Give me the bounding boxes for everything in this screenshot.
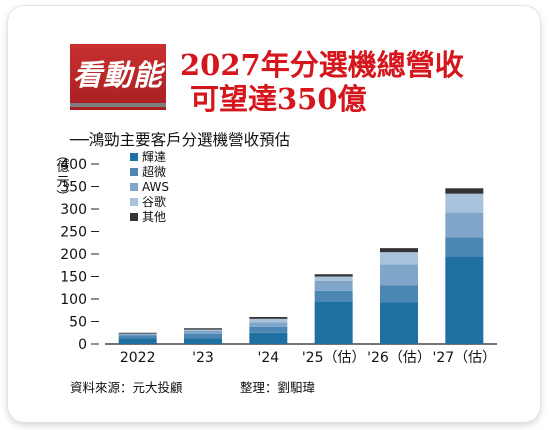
y-tick-label: 150: [60, 270, 87, 286]
bar-segment-4-3: [380, 252, 418, 265]
y-tick-label: 100: [60, 292, 87, 308]
bar-segment-5-1: [445, 237, 484, 257]
bar-segment-4-1: [380, 285, 418, 303]
bar-segment-1-1: [184, 333, 222, 339]
bar-segment-0-1: [118, 335, 157, 339]
bar-segment-0-4: [118, 332, 157, 334]
badge: 看動能: [70, 44, 166, 110]
y-tick-label: 300: [60, 202, 87, 218]
x-tick-label: '27（估）: [432, 350, 496, 366]
badge-underline: [70, 103, 166, 107]
bar-segment-0-2: [118, 334, 157, 336]
bar-segment-3-3: [314, 276, 353, 281]
y-tick-label: 350: [60, 180, 87, 196]
y-unit-label-char: ）: [54, 189, 69, 202]
legend-swatch-0: [130, 153, 138, 161]
headline: 2027年分選機總營收 可望達350億: [180, 48, 464, 116]
legend-label-1: 超微: [142, 164, 166, 179]
bar-segment-4-0: [380, 302, 418, 344]
bar-segment-2-0: [249, 332, 288, 344]
bar-segment-1-0: [184, 338, 222, 344]
legend-label-0: 輝達: [142, 150, 166, 164]
bar-segment-4-2: [380, 264, 418, 286]
bar-segment-3-0: [314, 301, 353, 344]
legend-swatch-3: [130, 198, 138, 206]
bar-segment-1-3: [184, 329, 222, 331]
bar-segment-1-4: [184, 328, 222, 330]
bar-segment-5-3: [445, 193, 484, 213]
x-tick-label: '25（估）: [302, 350, 366, 366]
headline-line1: 2027年分選機總營收: [180, 48, 464, 82]
subtitle: ──鴻勁主要客戶分選機營收預估: [70, 131, 291, 149]
x-tick-label: '26（估）: [367, 350, 431, 366]
editor-note: 整理：劉馹瑋: [240, 380, 316, 395]
bar-segment-5-4: [445, 188, 484, 194]
legend-label-2: AWS: [142, 180, 169, 194]
bar-segment-3-1: [314, 290, 353, 302]
legend-swatch-2: [130, 183, 138, 191]
bar-segment-2-2: [249, 322, 288, 327]
bar-segment-2-3: [249, 318, 288, 323]
y-tick-label: 50: [69, 315, 87, 331]
y-unit-label-char: 億: [56, 159, 69, 175]
source-note: 資料來源：元大投顧: [70, 380, 183, 395]
x-tick-label: '23: [192, 350, 214, 366]
x-tick-label: '24: [257, 350, 279, 366]
headline-line2: 可望達350億: [190, 82, 367, 116]
bar-segment-3-2: [314, 281, 353, 291]
bar-segment-2-1: [249, 326, 288, 333]
bar-segment-1-2: [184, 330, 222, 334]
legend-label-3: 谷歌: [142, 194, 166, 209]
bar-segment-3-4: [314, 274, 353, 277]
bar-segment-4-4: [380, 248, 418, 253]
y-tick-label: 200: [60, 247, 87, 263]
y-tick-label: 0: [78, 337, 87, 353]
legend-swatch-4: [130, 213, 138, 221]
y-tick-label: 400: [60, 157, 87, 173]
bar-segment-5-0: [445, 256, 484, 344]
legend-swatch-1: [130, 168, 138, 176]
legend-label-4: 其他: [142, 210, 166, 224]
bar-segment-0-0: [118, 338, 157, 344]
y-tick-label: 250: [60, 225, 87, 241]
bar-segment-2-4: [249, 317, 288, 319]
y-unit-label-char: 元: [56, 175, 69, 190]
bar-segment-5-2: [445, 212, 484, 238]
y-unit-label-char: （: [54, 148, 69, 161]
x-tick-label: 2022: [120, 350, 156, 366]
